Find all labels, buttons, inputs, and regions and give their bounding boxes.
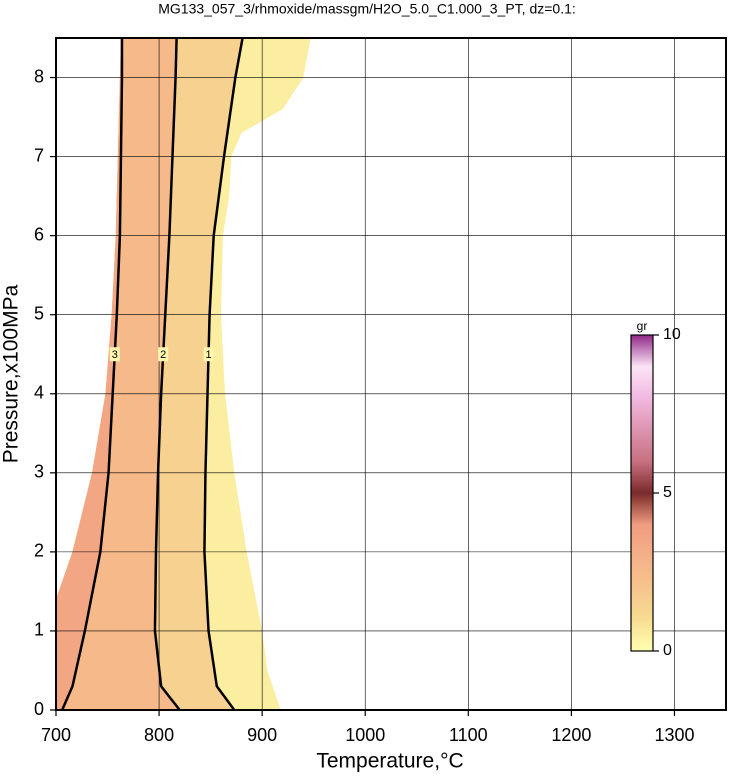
y-tick-label: 8 — [34, 66, 44, 86]
y-tick-label: 7 — [34, 145, 44, 165]
contour-label: 1 — [205, 349, 211, 361]
colorbar-tick-label: 0 — [663, 642, 672, 659]
contour-label: 2 — [160, 349, 166, 361]
x-axis-label: Temperature,°C — [316, 750, 463, 773]
colorbar — [630, 334, 654, 652]
plot-frame — [55, 37, 727, 711]
y-tick-label: 3 — [34, 462, 44, 482]
contour-line — [153, 37, 181, 711]
contour-label: 3 — [112, 349, 118, 361]
y-tick-label: 6 — [34, 224, 44, 244]
y-tick-label: 5 — [34, 303, 44, 323]
x-tick-label: 1200 — [551, 725, 591, 745]
x-tick-label: 900 — [247, 725, 277, 745]
contour-label-bg — [109, 347, 120, 362]
chart-title: MG133_057_3/rhmoxide/massgm/H2O_5.0_C1.0… — [158, 1, 576, 17]
contour-label-bg — [203, 347, 214, 362]
contour-label-bg — [158, 347, 169, 362]
y-tick-label: 2 — [34, 541, 44, 561]
y-tick-label: 4 — [34, 383, 44, 403]
contour-line — [61, 38, 124, 711]
x-tick-label: 1300 — [654, 725, 694, 745]
y-tick-label: 1 — [34, 620, 44, 640]
x-tick-label: 700 — [41, 725, 71, 745]
contour-line — [203, 37, 244, 711]
x-tick-label: 1000 — [345, 725, 385, 745]
colorbar-tick-label: 5 — [663, 484, 672, 501]
colorbar-label: gr — [637, 319, 648, 333]
x-tick-label: 1100 — [449, 725, 488, 745]
x-tick-label: 800 — [144, 725, 174, 745]
y-axis-label: Pressure,x100MPa — [0, 284, 23, 463]
y-tick-label: 0 — [34, 699, 44, 719]
colorbar-tick-label: 10 — [663, 326, 681, 343]
